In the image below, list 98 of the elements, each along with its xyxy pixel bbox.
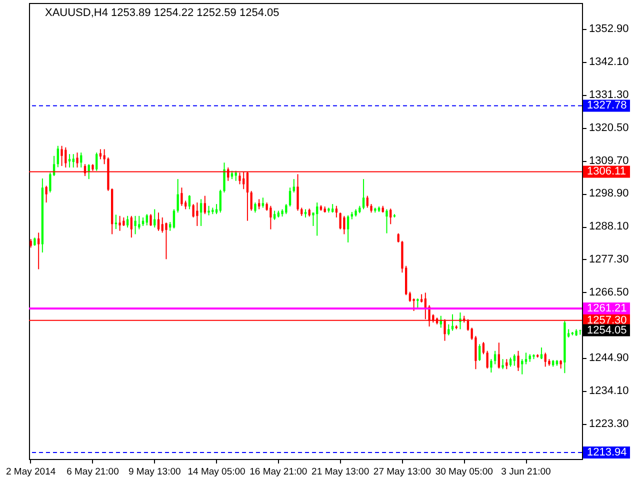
candlestick <box>150 214 152 226</box>
candlestick <box>513 354 516 366</box>
candlestick <box>292 178 295 193</box>
candlestick <box>540 347 543 360</box>
chart-title: XAUUSD,H4 1253.89 1254.22 1252.59 1254.05 <box>45 7 280 19</box>
candlestick <box>204 195 206 215</box>
candlestick <box>386 208 388 234</box>
candlestick <box>258 198 260 210</box>
candlestick <box>138 215 140 230</box>
candlestick <box>180 187 183 206</box>
candlestick <box>288 187 292 207</box>
candlestick <box>219 189 222 214</box>
candlestick <box>335 205 338 218</box>
candlestick <box>165 222 168 260</box>
candlestick <box>408 291 412 302</box>
candlestick <box>130 215 133 238</box>
y-tick-label: 1342.10 <box>589 56 629 68</box>
ref-line-label: 1257.30 <box>587 314 627 326</box>
candlestick <box>339 212 342 230</box>
candlestick <box>99 148 102 160</box>
candlestick <box>60 145 63 166</box>
ref-line-label: 1327.78 <box>587 100 627 112</box>
candlestick <box>517 350 520 372</box>
x-tick-label: 27 May 13:00 <box>373 466 431 478</box>
candlestick <box>134 215 136 235</box>
candlestick <box>72 154 74 168</box>
candlestick <box>521 358 524 375</box>
x-tick-label: 9 May 13:00 <box>128 466 181 478</box>
candlestick <box>114 214 118 230</box>
x-tick-label: 6 May 21:00 <box>66 466 119 478</box>
candlestick <box>524 352 528 365</box>
candlestick <box>486 350 488 370</box>
ref-line-label: 1213.94 <box>587 446 627 458</box>
candlestick <box>176 178 179 214</box>
x-tick-label: 21 May 13:00 <box>312 466 370 478</box>
candlestick <box>478 344 481 362</box>
y-tick-label: 1298.90 <box>589 188 629 200</box>
candlestick <box>215 204 218 215</box>
x-tick-label: 2 May 2014 <box>6 466 56 478</box>
y-tick-label: 1320.50 <box>589 122 629 134</box>
x-tick-label: 30 May 05:00 <box>435 466 493 478</box>
candlestick <box>68 154 71 168</box>
x-tick-label: 3 Jun 21:00 <box>501 466 551 478</box>
candlestick <box>343 215 346 235</box>
candlestick <box>223 162 226 193</box>
y-tick-label: 1234.10 <box>589 385 629 398</box>
y-tick-label: 1309.70 <box>589 154 629 167</box>
candlestick <box>208 205 210 216</box>
candlestick <box>412 298 415 312</box>
candlestick <box>250 190 252 212</box>
x-tick-label: 14 May 05:00 <box>188 466 246 478</box>
y-tick-label: 1352.90 <box>589 23 629 36</box>
candlestick <box>273 210 276 220</box>
candlestick <box>544 352 546 368</box>
candlestick <box>118 215 121 232</box>
candlestick <box>37 232 40 270</box>
candlestick <box>126 215 129 228</box>
candlestick <box>296 174 299 212</box>
candlestick <box>56 145 60 168</box>
candlestick <box>262 197 264 208</box>
candlestick <box>506 358 508 370</box>
candlestick <box>270 205 272 230</box>
candlestick <box>416 298 419 310</box>
ref-line-label: 1306.11 <box>587 166 626 178</box>
candlestick <box>448 324 450 336</box>
ref-line-label: 1261.21 <box>587 302 627 314</box>
candlestick <box>494 350 496 365</box>
candlestick <box>498 342 500 370</box>
candlestick <box>254 202 256 214</box>
candlestick <box>316 202 318 236</box>
candlestick <box>509 357 512 368</box>
candlestick <box>96 152 98 172</box>
candlestick <box>154 208 156 228</box>
candlestick <box>397 232 400 243</box>
candlestick <box>161 216 164 234</box>
candlestick <box>482 342 485 355</box>
x-tick-label: 16 May 21:00 <box>250 466 308 478</box>
candlestick <box>200 198 202 226</box>
y-tick-label: 1288.10 <box>589 220 629 233</box>
y-tick-label: 1223.30 <box>589 418 629 430</box>
candlestick <box>45 185 48 204</box>
candlestick <box>192 204 194 218</box>
y-tick-label: 1277.30 <box>589 253 629 266</box>
y-tick-label: 1266.50 <box>589 286 629 298</box>
candlestick <box>188 194 191 210</box>
candlestick <box>346 214 350 243</box>
candlestick <box>157 212 160 232</box>
candlestick <box>196 202 198 226</box>
text: 1254.05 <box>587 324 627 336</box>
y-tick-label: 1331.30 <box>589 88 629 101</box>
candlestick <box>490 358 492 373</box>
candlestick <box>76 152 78 168</box>
candlestick <box>390 208 392 225</box>
y-tick-label: 1244.90 <box>589 352 629 364</box>
candlestick <box>362 178 365 210</box>
candlestick <box>172 208 176 229</box>
candlestick <box>366 195 368 208</box>
candlestick <box>502 358 504 370</box>
